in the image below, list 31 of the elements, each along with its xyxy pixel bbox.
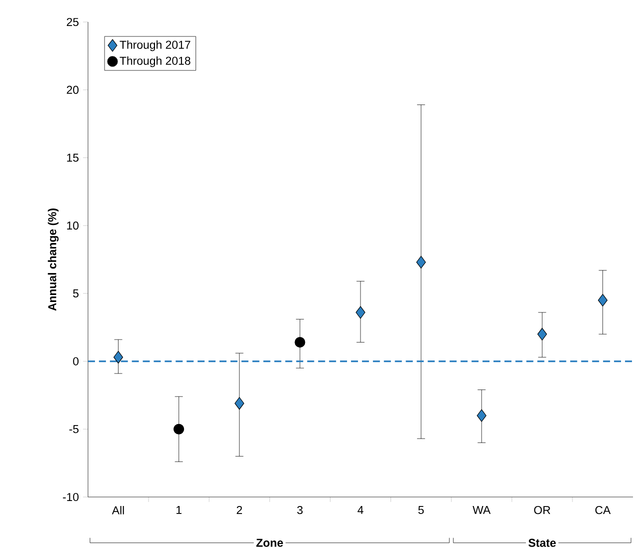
- y-tick-label: 25: [66, 18, 79, 26]
- x-tick-label: 4: [358, 506, 364, 514]
- point: [598, 294, 608, 306]
- point: [234, 397, 244, 410]
- y-tick-label: 5: [73, 289, 79, 298]
- x-tick-label: OR: [534, 506, 550, 514]
- point: [294, 337, 306, 348]
- point: [174, 424, 184, 434]
- x-tick-label: WA: [472, 506, 491, 514]
- point: [113, 350, 124, 364]
- y-tick-label: 15: [67, 154, 79, 162]
- point: [356, 306, 366, 319]
- text: State: [528, 538, 556, 547]
- text: Zone: [256, 538, 283, 547]
- legend-label: Through 2017: [120, 40, 190, 52]
- point: [476, 409, 486, 422]
- y-axis-title: Annual change (%): [48, 208, 59, 311]
- y-tick-label: 20: [66, 86, 79, 94]
- x-tick-label: 1: [176, 506, 182, 514]
- y-tick-label: 0: [73, 357, 79, 366]
- x-tick-label: All: [112, 506, 124, 514]
- legend-label: Through 2018: [120, 56, 190, 68]
- y-tick-label: -5: [69, 425, 79, 434]
- y-tick-label: 10: [67, 222, 79, 230]
- x-tick-label: 3: [297, 506, 303, 514]
- point: [416, 256, 426, 268]
- x-tick-label: 2: [236, 506, 242, 514]
- point: [537, 328, 547, 340]
- y-tick-label: -10: [62, 492, 79, 502]
- x-tick-label: CA: [595, 506, 611, 514]
- x-tick-label: 5: [418, 506, 424, 514]
